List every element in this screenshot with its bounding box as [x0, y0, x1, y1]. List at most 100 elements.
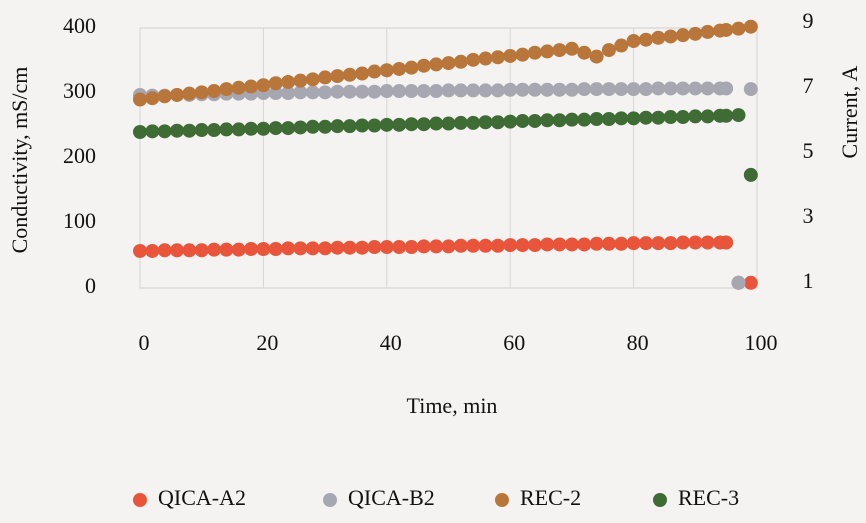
data-point: [182, 124, 196, 138]
data-point: [232, 122, 246, 136]
data-point: [466, 83, 480, 97]
data-point: [195, 85, 209, 99]
data-point: [491, 83, 505, 97]
data-point: [306, 241, 320, 255]
data-point: [232, 243, 246, 257]
data-point: [466, 239, 480, 253]
data-point: [639, 82, 653, 96]
data-point: [479, 83, 493, 97]
data-point: [269, 76, 283, 90]
data-point: [207, 123, 221, 137]
data-point: [330, 241, 344, 255]
data-point: [380, 118, 394, 132]
legend-marker: [495, 493, 509, 507]
data-point: [293, 120, 307, 134]
data-point: [664, 110, 678, 124]
data-point: [330, 119, 344, 133]
data-point: [590, 50, 604, 64]
data-point: [232, 81, 246, 95]
data-point: [719, 81, 733, 95]
data-point: [454, 55, 468, 69]
data-point: [404, 117, 418, 131]
data-point: [590, 237, 604, 251]
data-point: [256, 242, 270, 256]
data-point: [392, 118, 406, 132]
data-point: [627, 236, 641, 250]
data-point: [219, 122, 233, 136]
data-point: [355, 85, 369, 99]
data-point: [627, 34, 641, 48]
data-point: [491, 50, 505, 64]
data-point: [466, 116, 480, 130]
data-point: [651, 111, 665, 125]
data-point: [553, 237, 567, 251]
data-point: [577, 237, 591, 251]
y-tick-label: 300: [63, 78, 96, 103]
data-point: [516, 48, 530, 62]
data-point: [651, 236, 665, 250]
data-point: [442, 83, 456, 97]
data-point: [701, 25, 715, 39]
data-point: [744, 20, 758, 34]
data-point: [491, 239, 505, 253]
data-point: [731, 22, 745, 36]
data-point: [664, 81, 678, 95]
data-point: [664, 236, 678, 250]
legend-label: REC-2: [520, 485, 581, 510]
data-point: [565, 42, 579, 56]
data-point: [614, 39, 628, 53]
data-point: [565, 83, 579, 97]
data-point: [676, 28, 690, 42]
data-point: [318, 120, 332, 134]
data-point: [577, 82, 591, 96]
data-point: [207, 84, 221, 98]
legend-marker: [133, 493, 147, 507]
y2-tick-label: 3: [803, 203, 814, 228]
y2-tick-label: 9: [803, 8, 814, 33]
data-point: [627, 82, 641, 96]
page: {"chart_data": {"type": "scatter", "x_la…: [0, 0, 866, 523]
data-point: [417, 59, 431, 73]
data-point: [719, 236, 733, 250]
data-point: [158, 89, 172, 103]
data-point: [158, 124, 172, 138]
data-point: [219, 243, 233, 257]
y-tick-label: 0: [85, 273, 96, 298]
data-point: [639, 111, 653, 125]
data-point: [133, 93, 147, 107]
data-point: [442, 239, 456, 253]
data-point: [639, 33, 653, 47]
data-point: [145, 244, 159, 258]
data-point: [281, 121, 295, 135]
data-point: [614, 111, 628, 125]
data-point: [442, 117, 456, 131]
y2-tick-label: 5: [803, 138, 814, 163]
data-point: [367, 119, 381, 133]
data-point: [417, 239, 431, 253]
data-point: [269, 242, 283, 256]
data-point: [392, 84, 406, 98]
x-tick-label: 0: [139, 330, 150, 355]
y-tick-label: 100: [63, 208, 96, 233]
data-point: [688, 236, 702, 250]
data-point: [133, 244, 147, 258]
legend-label: REC-3: [678, 485, 739, 510]
data-point: [614, 237, 628, 251]
y2-axis-label: Current, A: [837, 65, 862, 158]
data-point: [454, 83, 468, 97]
data-point: [133, 125, 147, 139]
x-tick-label: 60: [503, 330, 525, 355]
data-point: [516, 114, 530, 128]
data-point: [602, 43, 616, 57]
x-axis-label: Time, min: [407, 393, 498, 418]
data-point: [590, 82, 604, 96]
data-point: [355, 119, 369, 133]
data-point: [676, 110, 690, 124]
data-point: [367, 85, 381, 99]
data-point: [195, 123, 209, 137]
data-point: [602, 82, 616, 96]
data-point: [602, 112, 616, 126]
data-point: [269, 121, 283, 135]
data-point: [367, 240, 381, 254]
data-point: [719, 109, 733, 123]
